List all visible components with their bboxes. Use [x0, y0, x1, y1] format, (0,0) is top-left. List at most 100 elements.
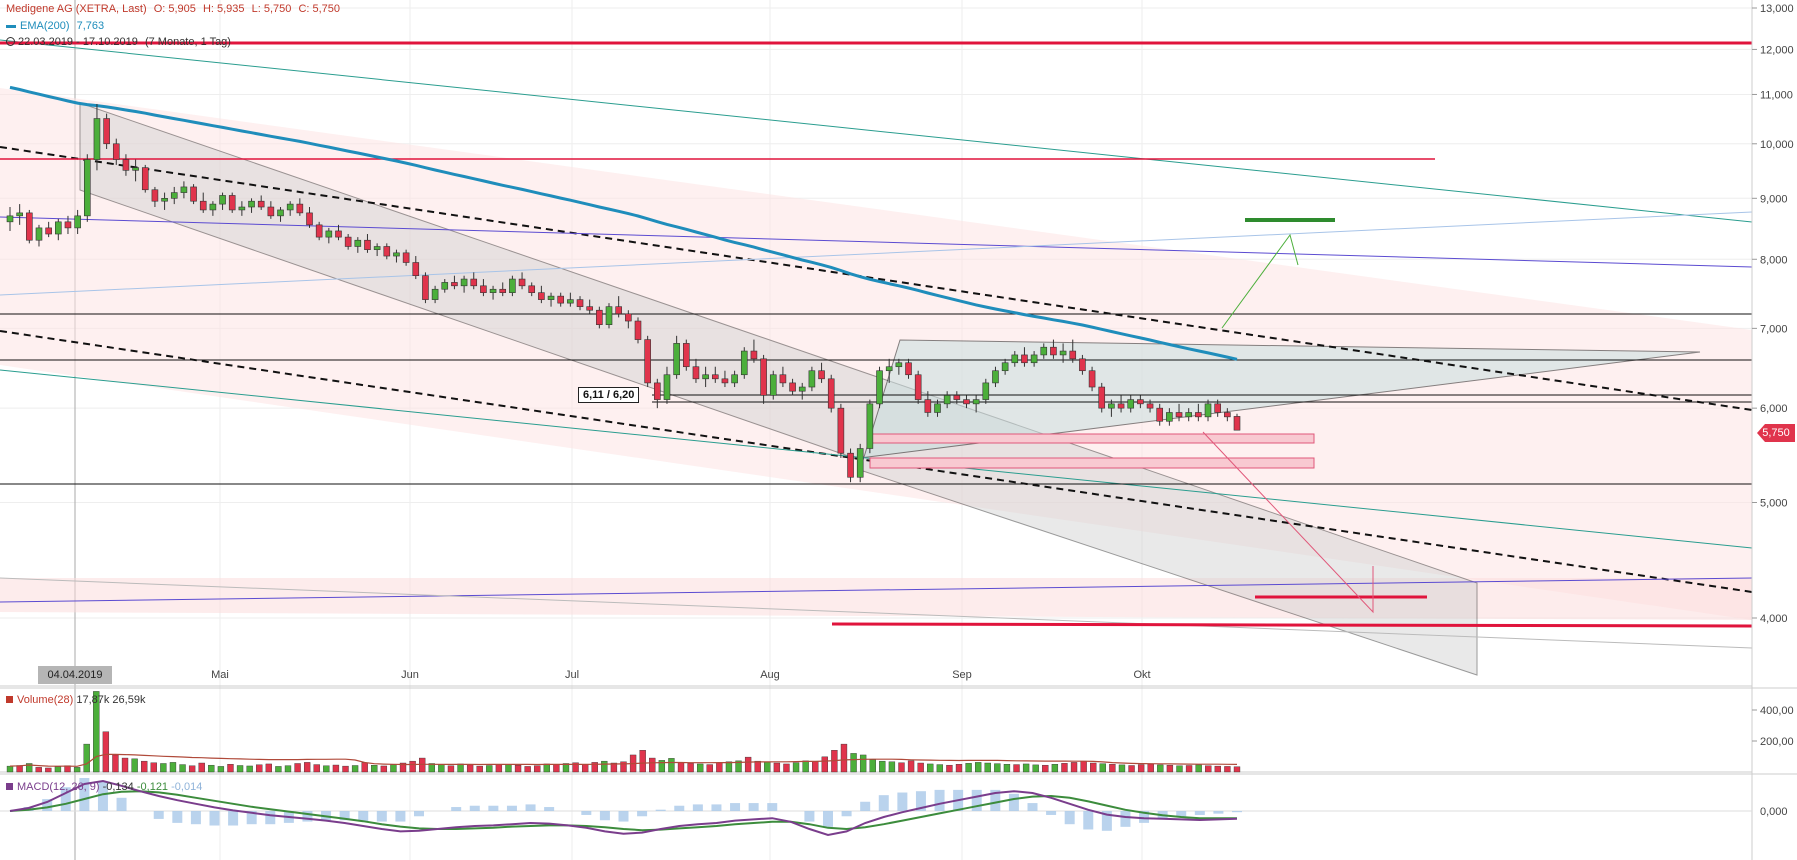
candle-body — [692, 366, 700, 380]
candle-body — [1117, 403, 1125, 409]
volume-bar — [1051, 764, 1059, 773]
candle-body — [209, 203, 217, 211]
volume-bar — [35, 767, 42, 773]
candle — [760, 354, 767, 404]
candle — [190, 184, 197, 205]
volume-bar — [1147, 763, 1154, 773]
volume-bar — [869, 759, 876, 773]
macd-histogram-bar — [655, 809, 666, 811]
candle — [528, 282, 536, 297]
volume-bar — [984, 762, 991, 773]
macd-title: MACD(12, 26, 9) — [17, 781, 100, 793]
candle-body — [1050, 346, 1057, 356]
volume-bar — [342, 765, 349, 773]
ema-legend[interactable]: EMA(200) 7,763 — [6, 20, 108, 32]
candle — [132, 159, 139, 182]
candle-body — [1175, 412, 1183, 418]
ema-value: 7,763 — [76, 20, 105, 32]
macd-histogram-bar — [1064, 811, 1075, 825]
candle — [373, 243, 381, 257]
volume-bar — [792, 762, 800, 773]
candle-body — [1214, 403, 1221, 413]
volume-bar — [716, 762, 723, 773]
candle-body — [26, 212, 33, 241]
macd-histogram-bar — [748, 803, 759, 811]
volume-panel: 400,00 200,00 — [0, 687, 1797, 773]
candle — [1146, 399, 1154, 413]
candle — [1098, 382, 1106, 413]
candle-body — [1156, 407, 1164, 422]
volume-bar — [591, 762, 598, 773]
candle — [596, 306, 603, 329]
candle — [1011, 351, 1019, 367]
candle-body — [808, 370, 816, 388]
range-annotation[interactable]: 6,11 / 6,20 — [578, 387, 640, 403]
candle-body — [963, 399, 970, 405]
candle-body — [557, 295, 564, 304]
macd-histogram-bar — [469, 805, 480, 811]
volume-bar — [859, 754, 867, 773]
macd-legend[interactable]: MACD(12, 26, 9) -0,134 -0,121 -0,014 — [6, 781, 202, 793]
macd-histogram-bar — [488, 805, 499, 811]
candle-body — [673, 343, 680, 376]
candle-body — [122, 159, 130, 171]
candle-body — [1079, 358, 1086, 372]
volume-bar — [514, 764, 522, 773]
candle-body — [1204, 403, 1212, 418]
volume-bar — [917, 762, 924, 773]
volume-bar — [409, 760, 416, 773]
candle — [837, 403, 845, 458]
volume-bar — [581, 764, 589, 773]
volume-bar — [236, 765, 244, 773]
candle — [914, 370, 922, 404]
volume-bar — [1109, 764, 1116, 773]
candle — [470, 272, 478, 290]
volume-bar — [438, 764, 445, 773]
candle-body — [1040, 346, 1048, 356]
candle — [1088, 366, 1096, 392]
candle — [161, 192, 168, 210]
volume-swatch — [6, 696, 13, 703]
candle-body — [112, 143, 120, 160]
candle — [1137, 395, 1144, 409]
candle — [885, 358, 893, 383]
bullish-arrow — [1221, 233, 1299, 329]
macd-histogram-bar — [860, 801, 871, 811]
macd-histogram-bar — [79, 778, 90, 811]
candle — [866, 399, 874, 454]
volume-bar — [54, 766, 62, 773]
candle — [103, 113, 110, 149]
candle — [634, 317, 642, 344]
volume-bar — [380, 765, 388, 773]
volume-bar — [447, 765, 455, 773]
candle-body — [1001, 362, 1009, 372]
volume-bar — [217, 766, 225, 773]
volume-bar — [265, 763, 272, 773]
volume-bar — [188, 765, 196, 773]
volume-bar — [620, 761, 627, 773]
candle-body — [161, 198, 168, 202]
candle — [122, 154, 130, 176]
candle — [1030, 351, 1038, 367]
macd-histogram-bar — [414, 811, 424, 817]
candle — [856, 443, 864, 483]
candle — [170, 186, 178, 205]
candle — [1127, 395, 1135, 413]
candle-body — [170, 192, 178, 199]
candle-body — [1185, 412, 1192, 418]
macd-histogram-bar — [804, 811, 815, 822]
macd-value: -0,134 — [102, 781, 134, 793]
candle — [354, 237, 362, 253]
volume-bar — [1185, 765, 1193, 773]
macd-histogram-bar — [265, 811, 276, 825]
volume-bar — [1118, 764, 1126, 773]
candle — [286, 201, 294, 216]
macd-histogram-bar — [618, 811, 629, 822]
candle — [769, 370, 777, 400]
candle-body — [219, 195, 226, 205]
drawings — [0, 39, 1752, 676]
volume-legend[interactable]: Volume(28) 17,87k 26,59k — [6, 694, 145, 706]
volume-bar — [121, 757, 129, 773]
